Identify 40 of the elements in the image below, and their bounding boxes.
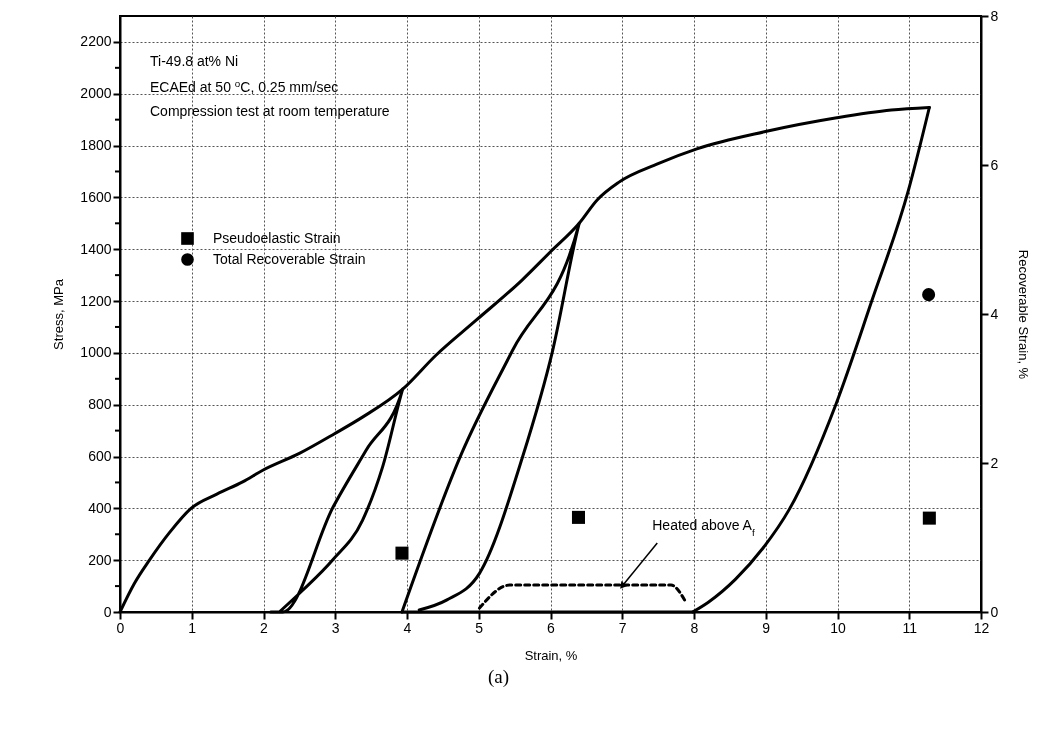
x-tick-label: 5 <box>475 619 484 636</box>
legend-label: Total Recoverable Strain <box>213 250 366 267</box>
text: (a) <box>487 666 510 688</box>
y-tick-label: 200 <box>88 551 112 568</box>
annotation: Heated above A$_{f}$ <box>652 517 755 538</box>
x-axis-title: Strain, % <box>524 647 578 663</box>
y2-tick-label: 8 <box>990 7 999 24</box>
y2-tick-label: 6 <box>990 156 999 173</box>
y-tick-label: 1800 <box>80 137 112 154</box>
y2-tick-label: 4 <box>990 305 999 322</box>
x-tick-label: 12 <box>973 619 990 636</box>
y-tick-label: 600 <box>88 448 112 465</box>
y2-axis-title: Recoverable Strain, % <box>1016 249 1032 380</box>
x-tick-label: 10 <box>830 619 846 636</box>
y-axis-title: Stress, MPa <box>51 278 67 350</box>
x-tick-label: 7 <box>618 619 627 636</box>
y2-tick-label: 0 <box>990 603 999 620</box>
y-tick-label: 0 <box>103 603 112 620</box>
x-tick-label: 4 <box>403 619 412 636</box>
y-tick-label: 1000 <box>80 344 112 361</box>
x-tick-label: 9 <box>762 619 771 636</box>
x-tick-label: 6 <box>547 619 556 636</box>
annotation: Compression test at room temperature <box>150 103 390 119</box>
y-tick-label: 2200 <box>80 33 112 50</box>
y-tick-label: 1600 <box>80 188 112 205</box>
y-tick-label: 400 <box>88 499 112 516</box>
x-tick-label: 8 <box>690 619 699 636</box>
x-tick-label: 1 <box>188 619 197 636</box>
y-tick-label: 800 <box>88 396 112 413</box>
x-tick-label: 2 <box>260 619 269 636</box>
y-tick-label: 1400 <box>80 240 112 257</box>
x-tick-label: 11 <box>902 619 918 636</box>
annotation: ECAEd at 50 $^{o}$C, 0.25 mm/sec <box>150 77 339 95</box>
y-tick-label: 2000 <box>80 85 112 102</box>
x-tick-label: 3 <box>331 619 340 636</box>
x-tick-label: 0 <box>116 619 125 636</box>
y-tick-label: 1200 <box>80 292 112 309</box>
legend-label: Pseudoelastic Strain <box>213 229 341 246</box>
y2-tick-label: 2 <box>990 454 999 471</box>
annotation: Ti-49.8 at% Ni <box>150 53 239 69</box>
